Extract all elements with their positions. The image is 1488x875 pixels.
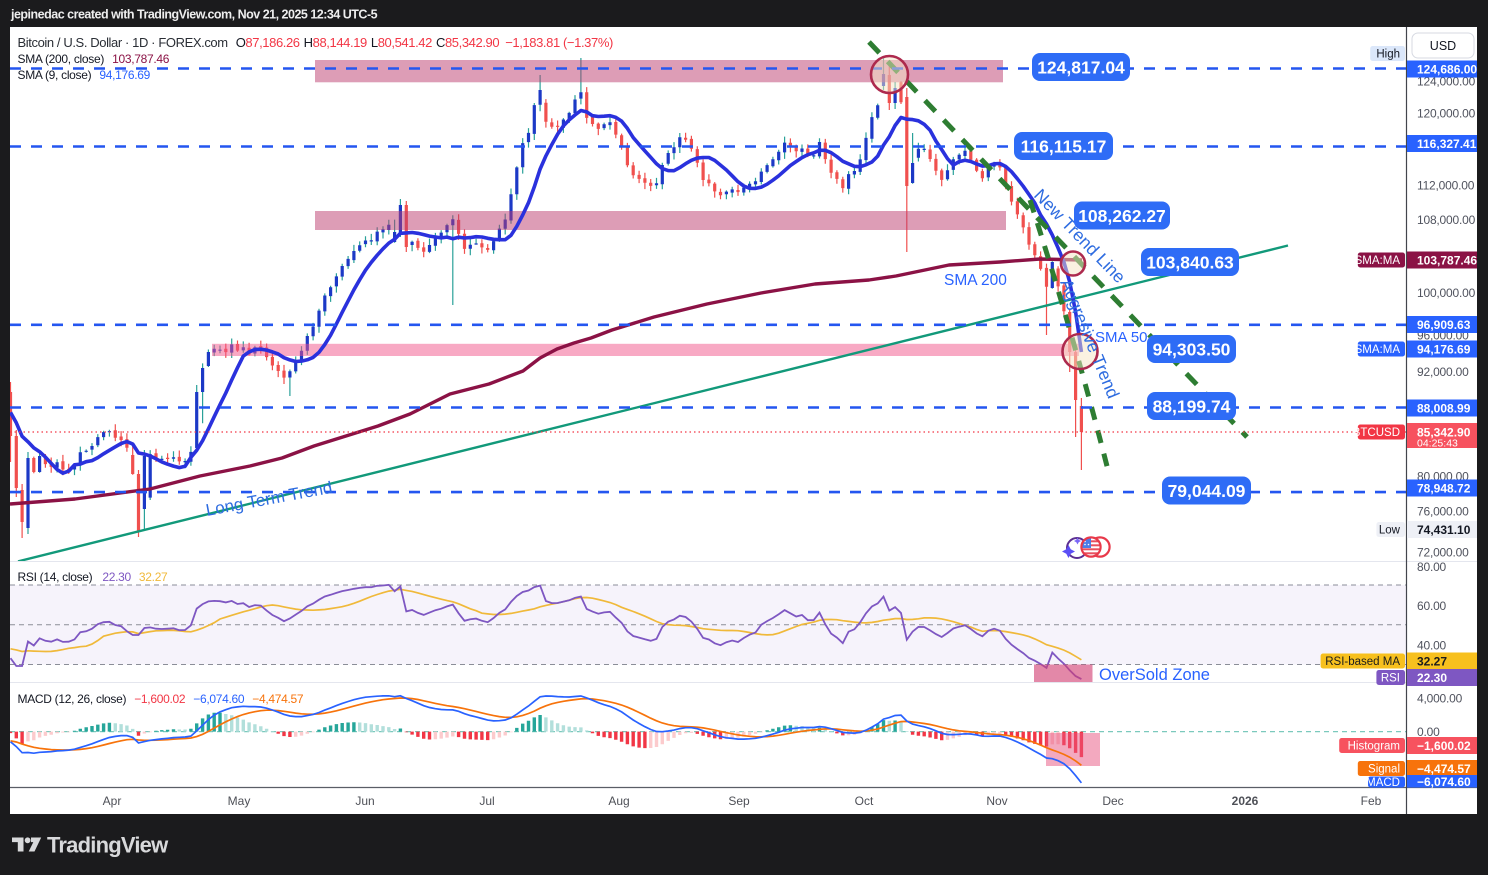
svg-text:88,199.74: 88,199.74 (1153, 397, 1231, 417)
svg-text:120,000.00: 120,000.00 (1417, 107, 1476, 121)
svg-text:32.27: 32.27 (1417, 655, 1447, 669)
svg-text:103,787.46: 103,787.46 (1417, 254, 1477, 268)
svg-text:RSI: RSI (1381, 673, 1400, 685)
svg-text:124,000.00: 124,000.00 (1417, 75, 1476, 89)
svg-text:TradingView: TradingView (47, 833, 169, 858)
svg-text:80.00: 80.00 (1417, 560, 1447, 574)
svg-text:72,000.00: 72,000.00 (1417, 546, 1469, 560)
svg-text:MACD (12, 26, close)−1,600.02−: MACD (12, 26, close) −1,600.02 −6,074.60 −4… (18, 692, 304, 706)
svg-text:Dec: Dec (1102, 794, 1123, 808)
svg-text:SMA:MA: SMA:MA (1355, 255, 1401, 267)
svg-text:SMA 200: SMA 200 (944, 272, 1007, 289)
svg-text:108,262.27: 108,262.27 (1078, 206, 1166, 226)
svg-text:USD: USD (1430, 39, 1456, 53)
svg-text:SMA 50: SMA 50 (1095, 329, 1148, 346)
svg-text:High: High (1376, 49, 1400, 61)
svg-text:92,000.00: 92,000.00 (1417, 365, 1469, 379)
svg-text:124,817.04: 124,817.04 (1037, 58, 1125, 78)
svg-text:96,909.63: 96,909.63 (1417, 318, 1471, 332)
svg-text:79,044.09: 79,044.09 (1168, 481, 1246, 501)
svg-text:SMA (200, close)103,787.46: SMA (200, close) 103,787.46 (18, 52, 170, 66)
svg-text:May: May (228, 794, 251, 808)
svg-text:−1,600.02: −1,600.02 (1417, 739, 1471, 753)
svg-text:Nov: Nov (986, 794, 1007, 808)
svg-text:Apr: Apr (103, 794, 122, 808)
svg-text:94,303.50: 94,303.50 (1153, 340, 1231, 360)
svg-text:jepinedac created with Trading: jepinedac created with TradingView.com, … (10, 8, 378, 22)
svg-text:2026: 2026 (1232, 794, 1259, 808)
svg-text:RSI-based MA: RSI-based MA (1325, 656, 1400, 668)
svg-text:SMA:MA: SMA:MA (1355, 344, 1401, 356)
svg-text:108,000.00: 108,000.00 (1417, 213, 1476, 227)
svg-text:4,000.00: 4,000.00 (1417, 692, 1463, 706)
svg-text:116,115.17: 116,115.17 (1021, 137, 1107, 157)
svg-text:Bitcoin / U.S. Dollar · 1D · F: Bitcoin / U.S. Dollar · 1D · FOREX.com O8… (18, 35, 613, 50)
svg-text:124,686.00: 124,686.00 (1417, 63, 1477, 77)
svg-text:−4,474.57: −4,474.57 (1417, 762, 1471, 776)
svg-text:Signal: Signal (1368, 764, 1400, 776)
svg-text:04:25:43: 04:25:43 (1417, 438, 1458, 450)
svg-text:22.30: 22.30 (1417, 671, 1447, 685)
svg-text:−6,074.60: −6,074.60 (1417, 775, 1471, 789)
svg-text:116,327.41: 116,327.41 (1417, 137, 1477, 151)
svg-text:OverSold Zone: OverSold Zone (1099, 666, 1210, 684)
svg-text:Aug: Aug (608, 794, 629, 808)
svg-text:88,008.99: 88,008.99 (1417, 402, 1471, 416)
svg-text:0.00: 0.00 (1417, 725, 1440, 739)
svg-text:MACD: MACD (1366, 777, 1400, 789)
svg-text:74,431.10: 74,431.10 (1417, 523, 1471, 537)
svg-text:Feb: Feb (1361, 794, 1382, 808)
svg-text:Jul: Jul (479, 794, 494, 808)
svg-text:40.00: 40.00 (1417, 639, 1447, 653)
svg-text:76,000.00: 76,000.00 (1417, 505, 1469, 519)
svg-text:BTCUSD: BTCUSD (1353, 427, 1400, 439)
svg-text:100,000.00: 100,000.00 (1417, 286, 1476, 300)
svg-text:85,342.90: 85,342.90 (1417, 426, 1471, 440)
svg-text:Histogram: Histogram (1348, 741, 1400, 753)
svg-text:94,176.69: 94,176.69 (1417, 343, 1471, 357)
svg-text:60.00: 60.00 (1417, 599, 1447, 613)
svg-text:78,948.72: 78,948.72 (1417, 482, 1471, 496)
svg-text:103,840.63: 103,840.63 (1146, 253, 1234, 273)
svg-text:Low: Low (1379, 525, 1401, 537)
svg-text:Sep: Sep (728, 794, 750, 808)
svg-text:SMA (9, close)94,176.69: SMA (9, close) 94,176.69 (18, 68, 151, 82)
svg-text:Oct: Oct (855, 794, 874, 808)
svg-text:112,000.00: 112,000.00 (1417, 179, 1475, 193)
svg-text:Jun: Jun (355, 794, 374, 808)
